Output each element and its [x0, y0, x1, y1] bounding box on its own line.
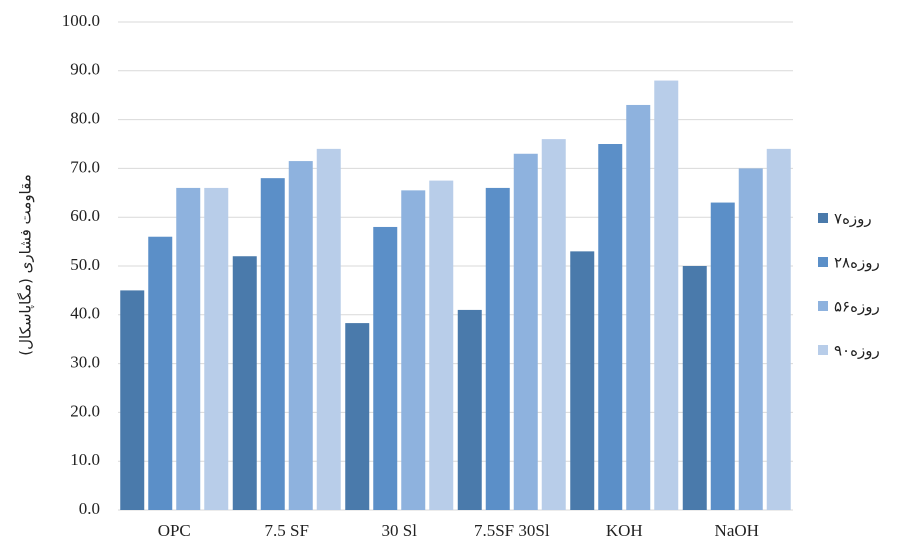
- x-tick-label: NaOH: [715, 521, 759, 540]
- bar: [120, 290, 145, 510]
- bar: [710, 202, 735, 510]
- y-tick-label: 0.0: [79, 499, 100, 518]
- x-tick-label: OPC: [158, 521, 191, 540]
- legend-swatch: [818, 213, 828, 223]
- bar: [682, 266, 707, 510]
- bar: [176, 187, 201, 511]
- bar: [598, 144, 623, 510]
- bar: [288, 161, 313, 510]
- y-tick-label: 10.0: [70, 450, 100, 469]
- y-tick-label: 20.0: [70, 401, 100, 420]
- y-tick-label: 70.0: [70, 157, 100, 176]
- x-tick-label: 7.5 SF: [265, 521, 309, 540]
- legend-swatch: [818, 301, 828, 311]
- bar: [626, 104, 651, 511]
- bar: [316, 148, 341, 510]
- bar: [513, 153, 538, 510]
- bar: [204, 187, 229, 511]
- bar: [541, 139, 566, 510]
- bar: [260, 178, 285, 510]
- y-tick-label: 40.0: [70, 304, 100, 323]
- bar: [570, 251, 595, 511]
- bar: [148, 236, 173, 510]
- bar: [345, 323, 370, 510]
- x-tick-label: 7.5SF 30Sl: [474, 521, 550, 540]
- y-tick-label: 50.0: [70, 255, 100, 274]
- legend-swatch: [818, 345, 828, 355]
- bar: [373, 226, 398, 510]
- legend-label: ۷روزه: [834, 210, 872, 228]
- y-tick-label: 90.0: [70, 60, 100, 79]
- y-tick-label: 80.0: [70, 109, 100, 128]
- x-tick-label: KOH: [606, 521, 643, 540]
- legend-swatch: [818, 257, 828, 267]
- legend-label: ۲۸روزه: [834, 254, 880, 272]
- legend-label: ۹۰روزه: [834, 342, 880, 360]
- bar: [457, 309, 482, 510]
- bar: [429, 180, 454, 510]
- y-axis-label: مقاومت فشاری (مگاپاسکال): [17, 174, 36, 356]
- bar: [738, 168, 763, 510]
- y-tick-label: 60.0: [70, 206, 100, 225]
- bar: [232, 256, 257, 510]
- bar: [485, 187, 510, 511]
- y-tick-label: 30.0: [70, 353, 100, 372]
- y-tick-label: 100.0: [62, 11, 100, 30]
- bar: [401, 190, 426, 511]
- x-tick-label: 30 Sl: [382, 521, 418, 540]
- legend-label: ۵۶روزه: [834, 298, 880, 316]
- bar: [766, 148, 791, 510]
- bar: [654, 80, 679, 510]
